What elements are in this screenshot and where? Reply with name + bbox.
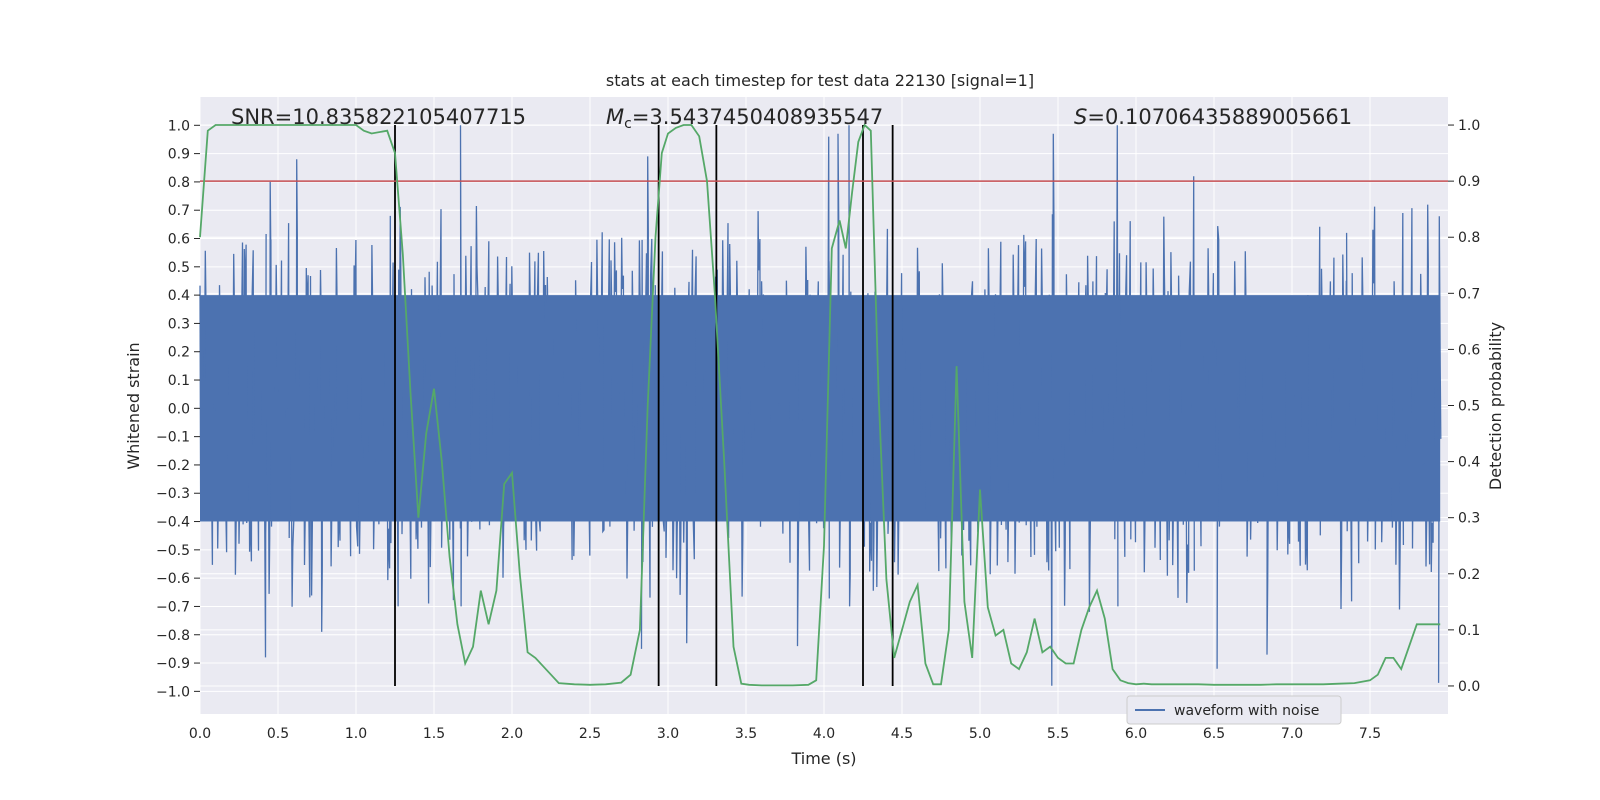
y2-tick-label: 0.8 [1458,230,1480,246]
probability-series [199,123,1441,687]
y2-tick-label: 0.9 [1458,174,1480,190]
x-tick-label: 5.0 [969,726,991,742]
y2-tick-label: 0.3 [1458,511,1480,527]
legend-label: waveform with noise [1174,703,1319,719]
chart-title: stats at each timestep for test data 221… [606,71,1034,90]
y-tick-label: −0.8 [156,628,190,644]
y-tick-label: −1.0 [156,684,190,700]
y-tick-label: 0.2 [168,345,190,361]
y2-tick-label: 0.5 [1458,399,1480,415]
x-tick-label: 1.5 [423,726,445,742]
mc-annotation: Mc=3.5437450408935547 [606,105,883,132]
s-value: =0.10706435889005661 [1087,105,1352,129]
y-axis-label: Whitened strain [124,342,143,469]
y-tick-label: −0.1 [156,430,190,446]
y-tick-label: −0.2 [156,458,190,474]
waveform-line [199,125,1442,686]
x-tick-label: 1.0 [345,726,367,742]
y-tick-label: 0.8 [168,175,190,191]
x-tick-label: 4.5 [891,726,913,742]
mc-value: =3.5437450408935547 [632,105,883,129]
mc-symbol: M [606,105,624,129]
y-tick-label: 0.4 [168,288,190,304]
snr-annotation: SNR=10.835822105407715 [231,105,526,129]
x-tick-label: 5.5 [1047,726,1069,742]
y-tick-label: −0.9 [156,656,190,672]
y2-tick-label: 0.6 [1458,342,1480,358]
legend: waveform with noise [1126,695,1342,725]
s-annotation: S=0.10706435889005661 [1074,105,1352,129]
x-tick-label: 7.5 [1359,726,1381,742]
x-tick-label: 0.0 [189,726,211,742]
probability-line [199,123,1441,687]
x-tick-label: 7.0 [1281,726,1303,742]
s-symbol: S [1074,105,1087,129]
y-tick-label: 0.5 [168,260,190,276]
x-axis-label: Time (s) [790,749,856,768]
x-tick-label: 6.0 [1125,726,1147,742]
y2-tick-label: 1.0 [1458,118,1480,134]
x-tick-label: 0.5 [267,726,289,742]
x-tick-label: 2.0 [501,726,523,742]
y2-tick-label: 0.2 [1458,567,1480,583]
y2-tick-label: 0.7 [1458,286,1480,302]
y2-axis-label: Detection probability [1486,322,1505,490]
y-ticks: −1.0 −0.9 −0.8 −0.7 −0.6 −0.5 −0.4 −0.3 −0.2 −0.1… [156,118,200,700]
y-tick-label: 0.9 [168,147,190,163]
y-tick-label: −0.7 [156,599,190,615]
y-tick-label: 0.3 [168,316,190,332]
x-tick-label: 4.0 [813,726,835,742]
y2-tick-label: 0.1 [1458,623,1480,639]
y-tick-label: 0.6 [168,232,190,248]
mc-subscript: c [624,116,632,132]
x-tick-label: 6.5 [1203,726,1225,742]
y2-ticks: 0.0 0.1 0.2 0.3 0.4 0.5 0.6 0.7 0.8 0.9 1.0 [1448,118,1480,695]
y-tick-label: −0.4 [156,515,190,531]
y2-tick-label: 0.4 [1458,455,1480,471]
y-tick-label: 0.7 [168,203,190,219]
x-tick-label: 3.5 [735,726,757,742]
y-tick-label: −0.6 [156,571,190,587]
x-tick-label: 2.5 [579,726,601,742]
y2-tick-label: 0.0 [1458,679,1480,695]
y-tick-label: −0.3 [156,486,190,502]
y-tick-label: −0.5 [156,543,190,559]
legend-box [1126,695,1342,725]
y-tick-label: 1.0 [168,118,190,134]
y-tick-label: 0.1 [168,373,190,389]
x-tick-label: 3.0 [657,726,679,742]
y-tick-label: 0.0 [168,401,190,417]
x-ticks: 0.0 0.5 1.0 1.5 2.0 2.5 3.0 3.5 4.0 4.5 5.0 5.5 6.0 6… [189,726,1381,742]
vertical-lines [394,125,894,686]
